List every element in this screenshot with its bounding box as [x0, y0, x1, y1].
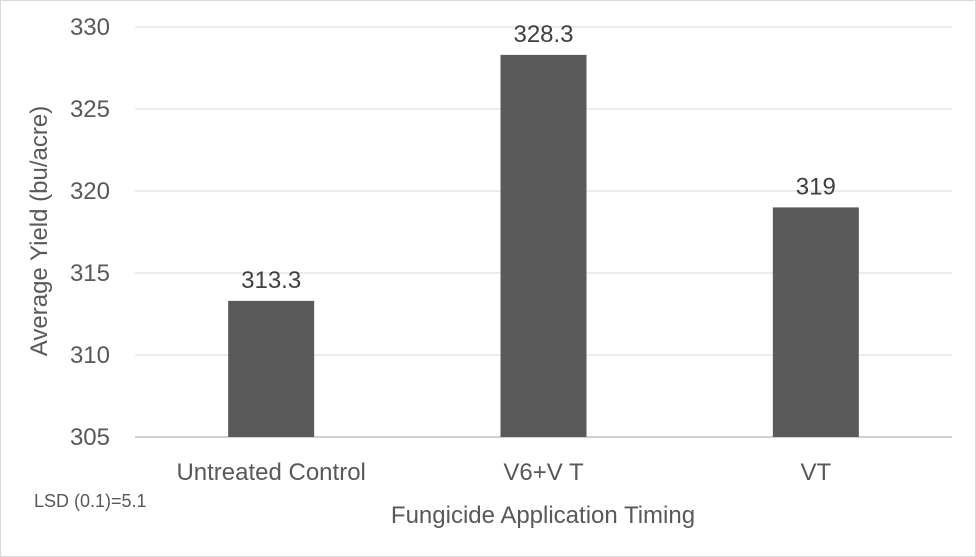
- y-tick-label: 330: [70, 14, 110, 41]
- data-label: 319: [796, 173, 836, 200]
- x-category-label: V6+V T: [503, 459, 584, 486]
- data-label: 328.3: [513, 21, 573, 48]
- bar: [772, 207, 859, 437]
- y-axis-ticks: 305 310 315 320 325 330: [70, 14, 110, 451]
- y-axis-title: Average Yield (bu/acre): [26, 106, 53, 356]
- x-axis-title: Fungicide Application Timing: [391, 502, 695, 529]
- x-category-label: Untreated Control: [176, 459, 365, 486]
- y-tick-label: 305: [70, 424, 110, 451]
- data-labels: 313.3 328.3 319: [241, 21, 836, 294]
- data-label: 313.3: [241, 267, 301, 294]
- lsd-annotation: LSD (0.1)=5.1: [34, 491, 147, 511]
- y-tick-label: 320: [70, 178, 110, 205]
- y-tick-label: 325: [70, 96, 110, 123]
- y-tick-label: 315: [70, 260, 110, 287]
- bar: [500, 54, 587, 437]
- bar: [228, 300, 315, 437]
- y-tick-label: 310: [70, 342, 110, 369]
- x-category-label: VT: [800, 459, 831, 486]
- x-axis-category-labels: Untreated Control V6+V T VT: [176, 459, 831, 486]
- bars: [228, 54, 859, 437]
